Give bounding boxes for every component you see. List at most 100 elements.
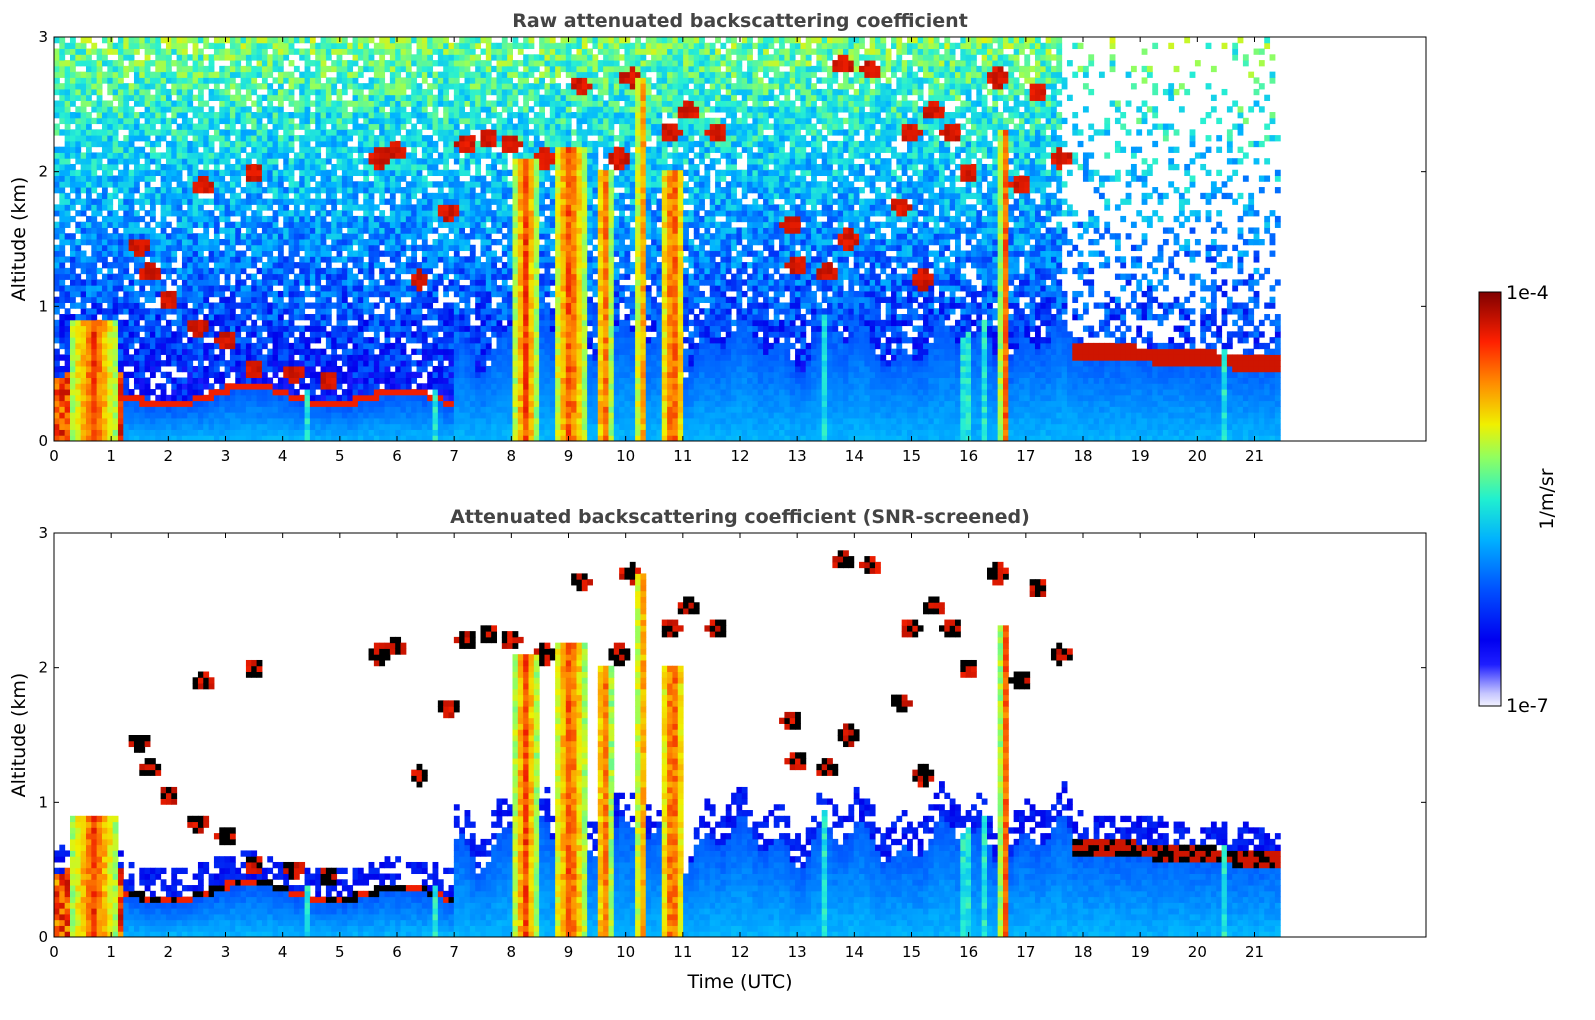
- heatmap-cell: [373, 169, 380, 177]
- heatmap-cell: [139, 250, 146, 257]
- heatmap-cell: [480, 279, 487, 286]
- heatmap-cell: [64, 314, 71, 321]
- heatmap-cell: [320, 117, 327, 125]
- heatmap-cell: [315, 204, 322, 211]
- heatmap-cell: [411, 71, 418, 78]
- heatmap-cell: [437, 319, 444, 327]
- heatmap-cell: [112, 354, 119, 361]
- heatmap-cell: [213, 204, 220, 211]
- heatmap-cell: [384, 88, 391, 96]
- heatmap-cell: [277, 354, 284, 361]
- heatmap-cell: [336, 285, 343, 292]
- heatmap-cell: [459, 112, 466, 119]
- heatmap-cell: [427, 267, 434, 275]
- heatmap-cell: [155, 348, 162, 355]
- heatmap-cell: [453, 273, 460, 280]
- heatmap-cell: [357, 100, 364, 107]
- heatmap-cell: [347, 435, 354, 442]
- heatmap-cell: [379, 250, 386, 257]
- heatmap-cell: [117, 262, 124, 269]
- heatmap-cell: [389, 233, 396, 240]
- heatmap-cell: [149, 71, 156, 78]
- heatmap-cell: [69, 65, 76, 73]
- heatmap-cell: [469, 42, 476, 50]
- heatmap-cell: [352, 37, 359, 44]
- heatmap-cell: [197, 279, 204, 286]
- heatmap-cell: [197, 406, 204, 413]
- heatmap-cell: [235, 60, 242, 67]
- heatmap-cell: [331, 325, 338, 332]
- heatmap-cell: [165, 198, 172, 205]
- heatmap-cell: [224, 285, 231, 292]
- heatmap-cell: [171, 204, 178, 211]
- heatmap-cell: [229, 331, 236, 338]
- heatmap-cell: [96, 135, 103, 142]
- heatmap-cell: [325, 371, 332, 379]
- heatmap-cell: [96, 371, 103, 379]
- heatmap-cell: [96, 100, 103, 107]
- heatmap-cell: [101, 279, 108, 286]
- heatmap-cell: [395, 262, 402, 269]
- heatmap-cell: [165, 187, 172, 194]
- heatmap-cell: [368, 112, 375, 119]
- heatmap-cell: [443, 267, 450, 275]
- heatmap-cell: [352, 204, 359, 211]
- heatmap-cell: [219, 296, 226, 303]
- heatmap-cell: [181, 117, 188, 125]
- heatmap-cell: [240, 377, 247, 384]
- heatmap-cell: [427, 250, 434, 257]
- heatmap-cell: [171, 175, 178, 182]
- heatmap-cell: [299, 37, 306, 44]
- heatmap-cell: [75, 88, 82, 96]
- heatmap-cell: [54, 100, 60, 107]
- heatmap-cell: [325, 290, 332, 298]
- heatmap-cell: [203, 146, 210, 153]
- heatmap-cell: [288, 296, 295, 303]
- heatmap-cell: [181, 210, 188, 217]
- heatmap-cell: [389, 65, 396, 73]
- heatmap-cell: [315, 360, 322, 367]
- heatmap-cell: [69, 314, 76, 321]
- heatmap-cell: [480, 400, 487, 407]
- heatmap-cell: [464, 239, 471, 246]
- heatmap-cell: [357, 221, 364, 228]
- heatmap-cell: [421, 123, 428, 130]
- heatmap-cell: [240, 302, 247, 309]
- heatmap-cell: [421, 135, 428, 142]
- heatmap-cell: [267, 129, 274, 136]
- heatmap-cell: [229, 354, 236, 361]
- heatmap-cell: [373, 262, 380, 269]
- heatmap-cell: [75, 394, 82, 402]
- heatmap-cell: [261, 163, 268, 171]
- heatmap-cell: [91, 129, 98, 136]
- heatmap-cell: [421, 158, 428, 165]
- heatmap-cell: [75, 192, 82, 200]
- heatmap-cell: [320, 314, 327, 321]
- heatmap-cell: [464, 152, 471, 159]
- heatmap-cell: [443, 319, 450, 327]
- heatmap-cell: [144, 342, 151, 350]
- heatmap-cell: [299, 227, 306, 234]
- heatmap-cell: [469, 204, 476, 211]
- heatmap-cell: [208, 383, 215, 390]
- heatmap-cell: [389, 371, 396, 379]
- heatmap-cell: [459, 129, 466, 136]
- heatmap-cell: [368, 94, 375, 101]
- heatmap-cell: [309, 135, 316, 142]
- heatmap-cell: [480, 337, 487, 344]
- heatmap-cell: [176, 163, 183, 171]
- heatmap-cell: [101, 435, 108, 442]
- heatmap-cell: [251, 262, 258, 269]
- heatmap-cell: [400, 267, 407, 275]
- heatmap-cell: [176, 337, 183, 344]
- heatmap-cell: [315, 429, 322, 436]
- heatmap-cell: [331, 83, 338, 90]
- heatmap-cell: [272, 227, 279, 234]
- heatmap-cell: [315, 169, 322, 177]
- heatmap-cell: [480, 325, 487, 332]
- heatmap-cell: [405, 371, 412, 379]
- heatmap-cell: [475, 112, 482, 119]
- heatmap-cell: [224, 65, 231, 73]
- heatmap-cell: [395, 371, 402, 379]
- heatmap-cell: [267, 54, 274, 61]
